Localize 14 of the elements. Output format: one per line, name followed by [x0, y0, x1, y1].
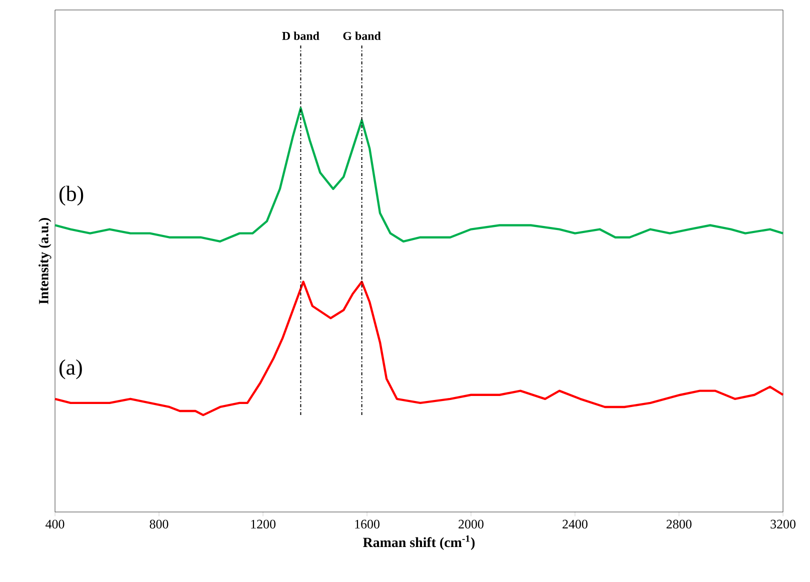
y-axis-title: Intensity (a.u.) [38, 218, 52, 304]
x-tick-label: 1200 [251, 520, 276, 528]
x-tick-label: 2400 [562, 520, 588, 528]
x-tick-label: 3200 [770, 520, 796, 528]
x-tick-label: 1600 [355, 520, 380, 528]
ref-line-label: G band [343, 32, 381, 40]
ref-line-label: D band [282, 32, 320, 40]
x-tick-label: 2000 [458, 520, 484, 528]
x-axis-title: Raman shift (cm$^{-1}$) [363, 535, 475, 550]
x-tick-label: 2800 [666, 520, 692, 528]
x-tick-label: 400 [46, 520, 64, 528]
annotation: (b) [59, 186, 84, 206]
x-tick-label: 800 [150, 520, 168, 528]
annotation: (a) [59, 359, 82, 380]
